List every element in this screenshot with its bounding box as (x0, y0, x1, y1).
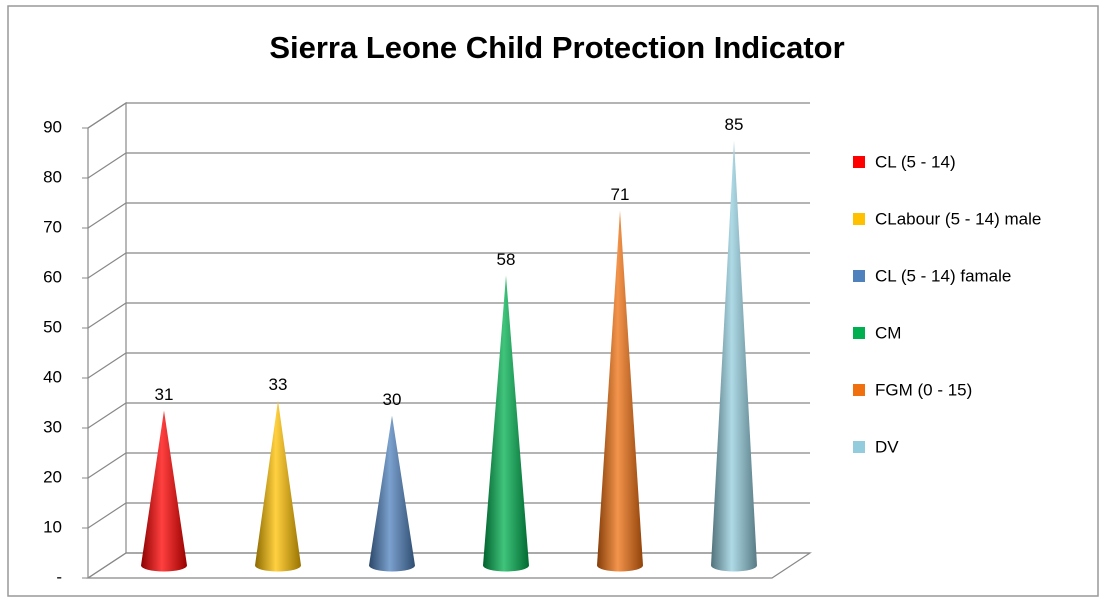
value-label: 30 (383, 390, 402, 409)
y-tick-label: - (56, 567, 62, 586)
grid-line (87, 402, 810, 429)
legend-label: FGM (0 - 15) (875, 380, 972, 399)
y-tick-label: 80 (43, 167, 62, 186)
legend-swatch (853, 213, 865, 225)
y-tick-label: 40 (43, 367, 62, 386)
legend-swatch (853, 384, 865, 396)
grid-line (87, 352, 810, 379)
y-tick-label: 60 (43, 267, 62, 286)
chart-title: Sierra Leone Child Protection Indicator (269, 30, 844, 65)
grid-line (87, 302, 810, 329)
y-tick-label: 20 (43, 467, 62, 486)
grid-line (87, 502, 810, 529)
legend-label: CL (5 - 14) (875, 152, 956, 171)
grid-line (87, 102, 810, 129)
cone (141, 410, 187, 572)
y-tick-label: 70 (43, 217, 62, 236)
grid-line (87, 552, 810, 579)
y-tick-label: 50 (43, 317, 62, 336)
y-tick-label: 10 (43, 517, 62, 536)
legend-swatch (853, 327, 865, 339)
y-tick-label: 30 (43, 417, 62, 436)
grid-line (87, 452, 810, 479)
value-label: 71 (611, 185, 630, 204)
legend-swatch (853, 441, 865, 453)
chart-frame (7, 5, 1099, 597)
grid-line (87, 152, 810, 179)
legend-swatch (853, 156, 865, 168)
y-tick-label: 90 (43, 117, 62, 136)
grid-line (87, 202, 810, 229)
value-label: 31 (155, 385, 174, 404)
legend-label: CL (5 - 14) famale (875, 266, 1011, 285)
value-label: 85 (725, 115, 744, 134)
cone (255, 400, 301, 572)
legend-label: CLabour (5 - 14) male (875, 209, 1041, 228)
legend-label: DV (875, 437, 899, 456)
legend-label: CM (875, 323, 901, 342)
cone (369, 415, 415, 572)
value-label: 58 (497, 250, 516, 269)
cone (711, 140, 757, 572)
value-label: 33 (269, 375, 288, 394)
legend-swatch (853, 270, 865, 282)
cone (483, 275, 529, 572)
grid-line (87, 252, 810, 279)
cone (597, 210, 643, 572)
